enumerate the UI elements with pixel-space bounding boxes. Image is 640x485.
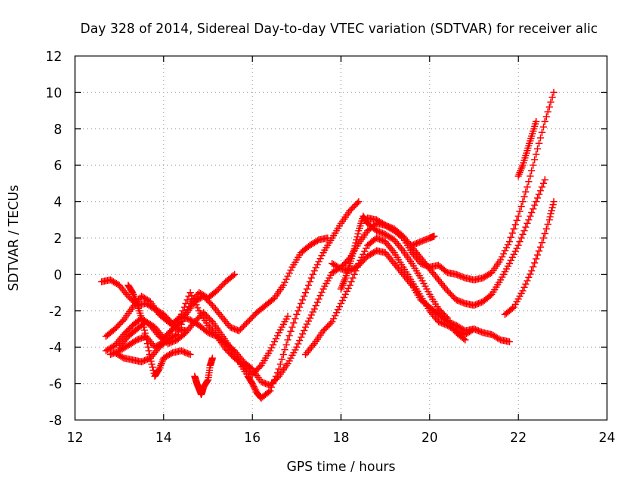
- series-track-5: [115, 289, 292, 378]
- series-track-4: [111, 234, 332, 366]
- series-track-11: [328, 247, 478, 335]
- y-tick-label: -8: [49, 414, 62, 429]
- y-tick-label: 8: [54, 123, 62, 138]
- series-markers: [364, 88, 558, 284]
- series-markers: [302, 234, 513, 358]
- y-tick-label: 12: [45, 50, 62, 65]
- y-tick-label: -2: [49, 305, 62, 320]
- y-tick-label: 4: [54, 196, 62, 211]
- series-markers: [328, 247, 478, 335]
- x-tick-label: 14: [155, 431, 172, 446]
- series-track-7: [124, 281, 194, 380]
- series-markers: [408, 232, 438, 249]
- series-markers: [501, 198, 558, 318]
- series-track-13: [408, 232, 438, 249]
- x-tick-label: 22: [510, 431, 527, 446]
- series-markers: [191, 354, 216, 398]
- series-track-14: [501, 198, 558, 318]
- series-markers: [102, 292, 190, 340]
- data-series: [98, 88, 558, 402]
- y-tick-label: -6: [49, 378, 62, 393]
- series-track-12: [364, 88, 558, 284]
- grid-lines: [75, 56, 607, 420]
- x-axis-title: GPS time / hours: [287, 460, 396, 475]
- series-track-9: [302, 234, 513, 358]
- x-tick-label: 16: [244, 431, 261, 446]
- x-tick-label: 20: [421, 431, 438, 446]
- y-tick-label: 2: [54, 232, 62, 247]
- chart-title: Day 328 of 2014, Sidereal Day-to-day VTE…: [80, 22, 597, 37]
- series-track-6: [102, 292, 190, 340]
- x-tick-label: 12: [67, 431, 84, 446]
- series-markers: [124, 281, 194, 380]
- y-tick-label: 10: [45, 86, 62, 101]
- series-track-15: [514, 118, 540, 180]
- y-axis-title: SDTVAR / TECUs: [7, 185, 22, 292]
- series-markers: [115, 289, 292, 378]
- y-tick-label: 6: [54, 159, 62, 174]
- series-track-8: [191, 354, 216, 398]
- series-markers: [111, 234, 332, 366]
- series-markers: [514, 118, 540, 180]
- x-tick-label: 24: [599, 431, 616, 446]
- x-tick-label: 18: [333, 431, 350, 446]
- y-tick-label: -4: [49, 341, 62, 356]
- y-tick-label: 0: [54, 268, 62, 283]
